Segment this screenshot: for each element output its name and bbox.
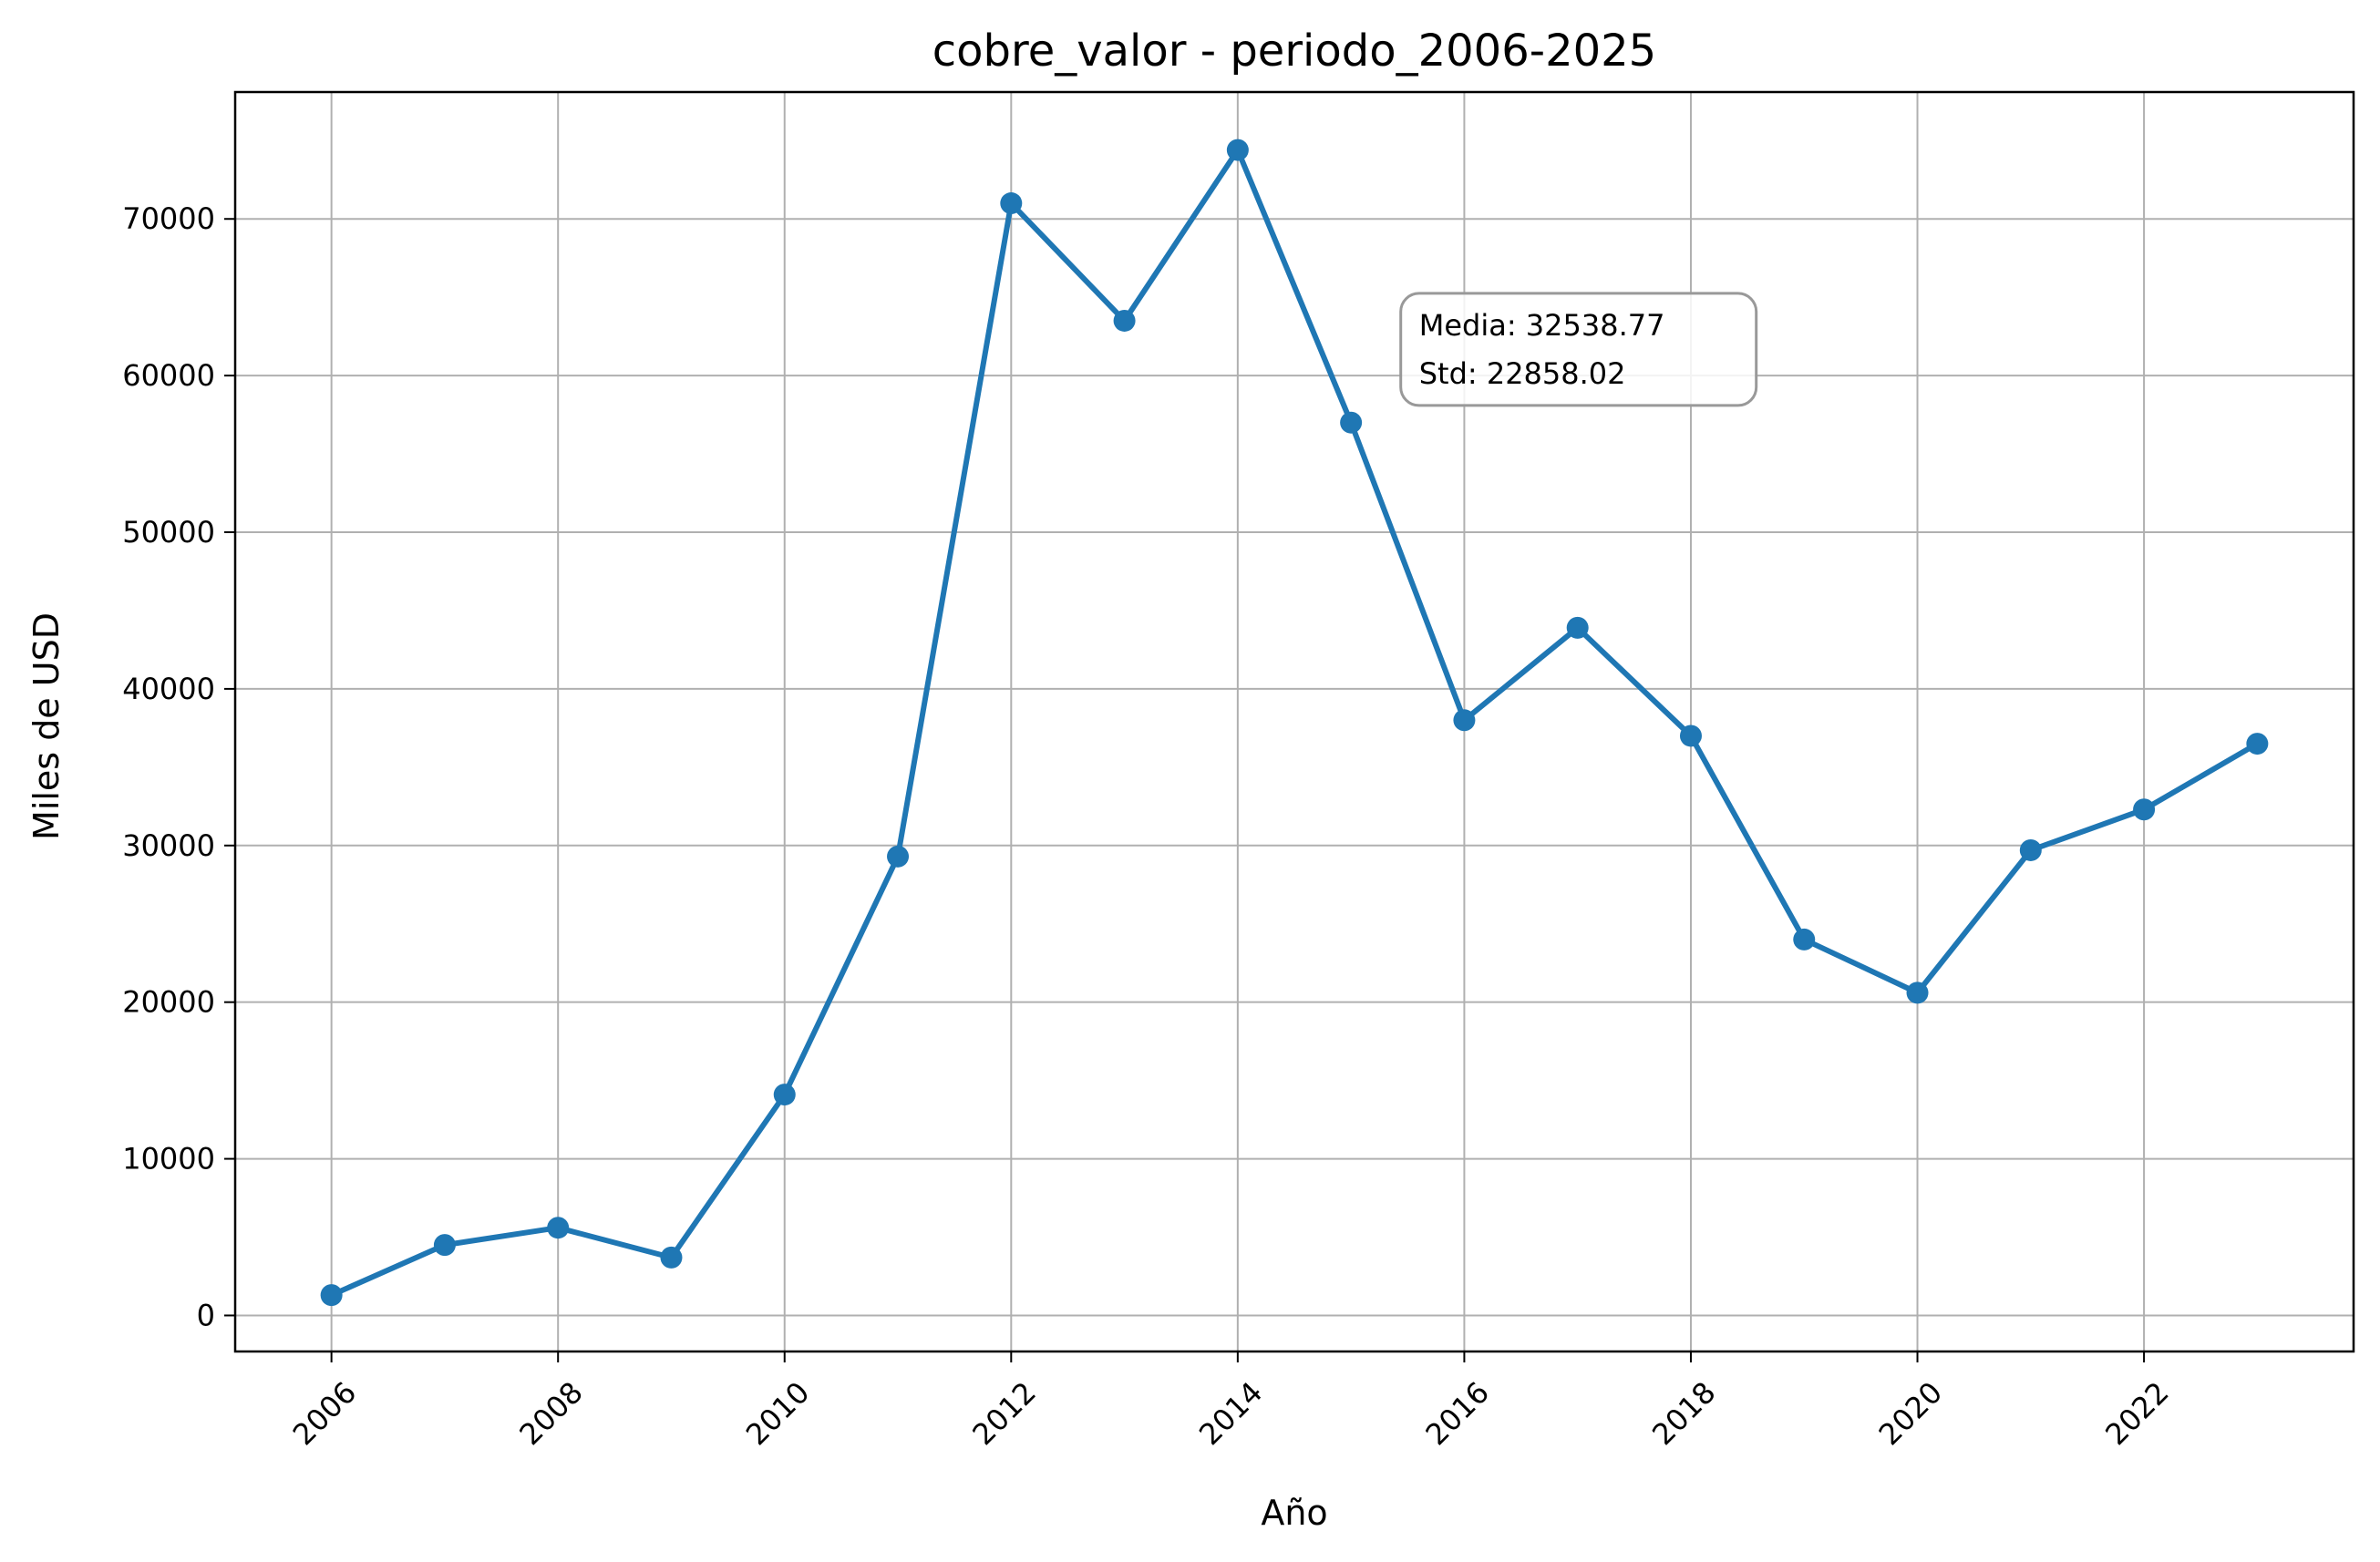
stats-annotation: Media: 32538.77 Std: 22858.02 [1399,292,1758,407]
data-point [887,845,910,868]
y-tick-label: 60000 [122,358,215,393]
y-tick-label: 0 [197,1298,215,1332]
stats-std-text: Std: 22858.02 [1419,356,1626,391]
data-point [1906,981,1929,1004]
y-tick-label: 10000 [122,1142,215,1177]
y-axis-title: Miles de USD [26,612,67,840]
data-point [1340,411,1363,434]
y-tick-label: 30000 [122,828,215,863]
data-point [547,1217,570,1239]
series-layer [320,139,2269,1307]
data-point [2019,838,2042,861]
data-point [660,1246,683,1269]
data-point [433,1234,456,1257]
x-axis-title: Año [1261,1493,1327,1533]
data-point [1113,309,1136,332]
data-point [1793,928,1816,951]
plot-frame [233,90,2355,1353]
y-tick-label: 40000 [122,672,215,706]
data-point [1000,192,1023,215]
stats-box [1399,292,1758,407]
data-point [320,1284,343,1307]
data-point [1453,709,1476,732]
stats-mean-text: Media: 32538.77 [1419,308,1665,343]
chart-title: cobre_valor - periodo_2006-2025 [932,26,1656,77]
data-point [1566,616,1589,639]
data-point [2246,733,2269,755]
y-tick-label: 70000 [122,201,215,236]
y-tick-label: 50000 [122,515,215,550]
data-point [2133,798,2156,821]
y-tick-label: 20000 [122,985,215,1020]
series-line [328,147,2261,1299]
data-point [1226,139,1249,161]
data-point [773,1084,796,1106]
data-point [1679,724,1702,747]
